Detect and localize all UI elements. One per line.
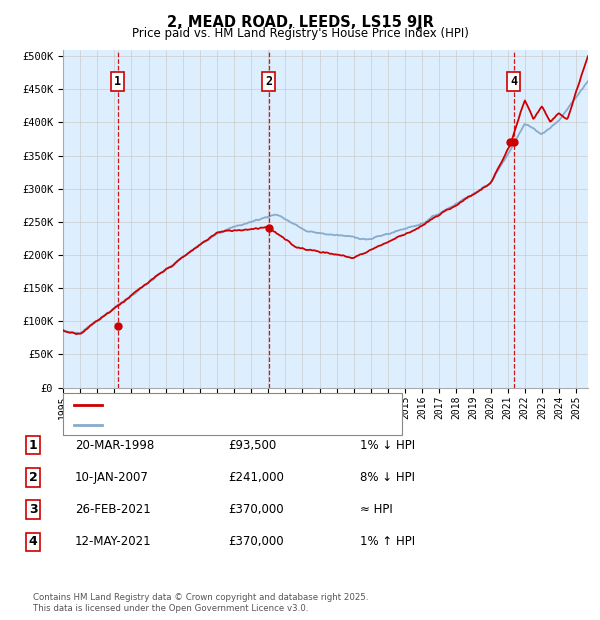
Text: 2, MEAD ROAD, LEEDS, LS15 9JR (detached house): 2, MEAD ROAD, LEEDS, LS15 9JR (detached …: [106, 400, 371, 410]
Text: 12-MAY-2021: 12-MAY-2021: [75, 536, 152, 548]
Text: 2: 2: [265, 75, 272, 88]
Text: 10-JAN-2007: 10-JAN-2007: [75, 471, 149, 484]
Text: HPI: Average price, detached house, Leeds: HPI: Average price, detached house, Leed…: [106, 420, 329, 430]
Text: 4: 4: [29, 536, 37, 548]
Text: 3: 3: [29, 503, 37, 516]
Text: 1: 1: [115, 75, 121, 88]
Text: ≈ HPI: ≈ HPI: [360, 503, 393, 516]
Text: Price paid vs. HM Land Registry's House Price Index (HPI): Price paid vs. HM Land Registry's House …: [131, 27, 469, 40]
Text: £370,000: £370,000: [228, 536, 284, 548]
Text: 2: 2: [29, 471, 37, 484]
Text: 4: 4: [511, 75, 518, 88]
Text: 1% ↑ HPI: 1% ↑ HPI: [360, 536, 415, 548]
Text: 8% ↓ HPI: 8% ↓ HPI: [360, 471, 415, 484]
Text: 1: 1: [29, 439, 37, 451]
Text: 26-FEB-2021: 26-FEB-2021: [75, 503, 151, 516]
Text: 20-MAR-1998: 20-MAR-1998: [75, 439, 154, 451]
Text: £370,000: £370,000: [228, 503, 284, 516]
Text: 2, MEAD ROAD, LEEDS, LS15 9JR: 2, MEAD ROAD, LEEDS, LS15 9JR: [167, 16, 433, 30]
Text: £241,000: £241,000: [228, 471, 284, 484]
Text: £93,500: £93,500: [228, 439, 276, 451]
Text: Contains HM Land Registry data © Crown copyright and database right 2025.
This d: Contains HM Land Registry data © Crown c…: [33, 593, 368, 613]
Text: 1% ↓ HPI: 1% ↓ HPI: [360, 439, 415, 451]
